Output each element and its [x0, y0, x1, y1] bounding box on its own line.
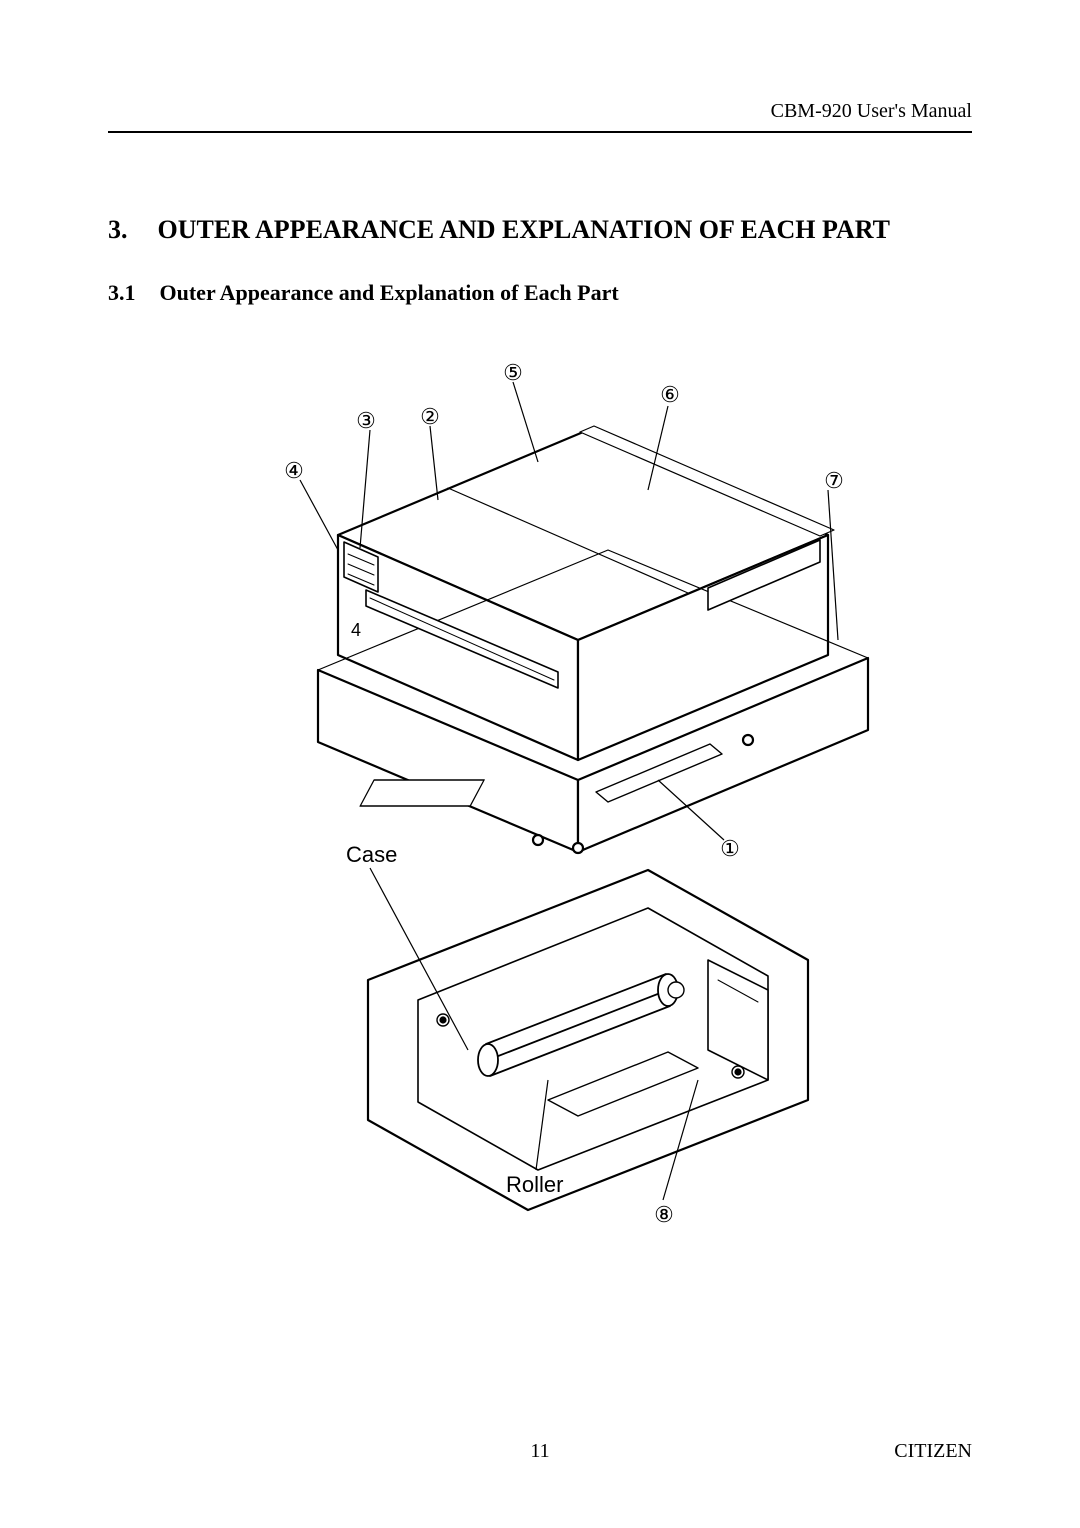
section-title: OUTER APPEARANCE AND EXPLANATION OF EACH…: [158, 215, 890, 245]
header-rule: [108, 131, 972, 133]
callout-2: ②: [420, 404, 440, 429]
section-heading: 3. OUTER APPEARANCE AND EXPLANATION OF E…: [108, 215, 972, 245]
parts-diagram-svg: 4: [108, 340, 972, 1320]
callout-7: ⑦: [824, 468, 844, 493]
printer-body: [318, 426, 868, 853]
subsection-title: Outer Appearance and Explanation of Each…: [160, 280, 619, 306]
subsection-heading: 3.1 Outer Appearance and Explanation of …: [108, 280, 972, 306]
mark-4: 4: [351, 620, 361, 640]
section-number: 3.: [108, 215, 128, 245]
brand-footer: CITIZEN: [894, 1440, 972, 1463]
label-roller: Roller: [506, 1172, 563, 1197]
parts-figure: 4: [108, 340, 972, 1320]
callout-6: ⑥: [660, 382, 680, 407]
manual-page: CBM-920 User's Manual 3. OUTER APPEARANC…: [0, 0, 1080, 1528]
label-case: Case: [346, 842, 397, 867]
running-header: CBM-920 User's Manual: [108, 100, 972, 123]
callout-3: ③: [356, 408, 376, 433]
front-cover: [368, 870, 808, 1210]
callout-4: ④: [284, 458, 304, 483]
callout-8: ⑧: [654, 1202, 674, 1227]
page-header: CBM-920 User's Manual: [108, 100, 972, 133]
callout-5: ⑤: [503, 360, 523, 385]
callout-1: ①: [720, 836, 740, 861]
subsection-number: 3.1: [108, 280, 136, 306]
